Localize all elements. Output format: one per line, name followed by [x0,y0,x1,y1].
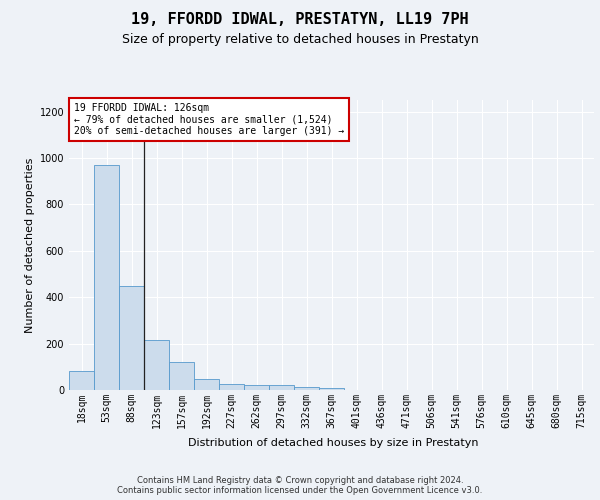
Bar [194,379,219,390]
Text: Distribution of detached houses by size in Prestatyn: Distribution of detached houses by size … [188,438,478,448]
Bar [294,387,319,390]
Text: Contains HM Land Registry data © Crown copyright and database right 2024.
Contai: Contains HM Land Registry data © Crown c… [118,476,482,495]
Bar [69,372,94,390]
Bar [119,286,144,390]
Bar [319,388,344,390]
Bar [169,362,194,390]
Bar [94,165,119,390]
Text: Size of property relative to detached houses in Prestatyn: Size of property relative to detached ho… [122,32,478,46]
Y-axis label: Number of detached properties: Number of detached properties [25,158,35,332]
Bar [219,384,244,390]
Bar [244,385,269,390]
Text: 19, FFORDD IDWAL, PRESTATYN, LL19 7PH: 19, FFORDD IDWAL, PRESTATYN, LL19 7PH [131,12,469,28]
Text: 19 FFORDD IDWAL: 126sqm
← 79% of detached houses are smaller (1,524)
20% of semi: 19 FFORDD IDWAL: 126sqm ← 79% of detache… [74,103,344,136]
Bar [144,340,169,390]
Bar [269,386,294,390]
